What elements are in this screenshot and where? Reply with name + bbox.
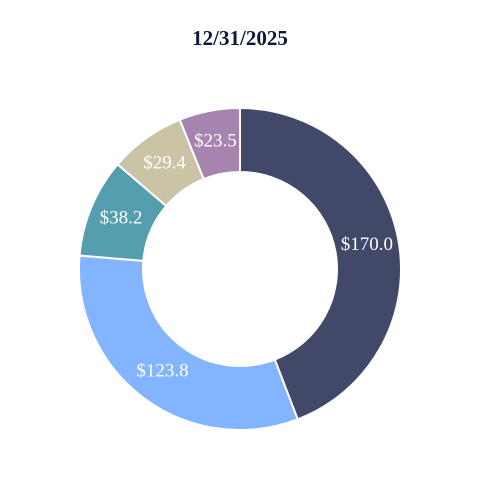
value-label: $38.2 bbox=[100, 208, 143, 229]
value-label: $123.8 bbox=[136, 361, 188, 382]
donut-segment bbox=[178, 106, 241, 181]
value-label: $29.4 bbox=[143, 153, 186, 174]
value-label: $170.0 bbox=[341, 234, 393, 255]
donut-segment bbox=[78, 254, 299, 431]
chart-title: 12/31/2025 bbox=[192, 26, 288, 50]
donut-segment bbox=[239, 106, 402, 421]
value-label: $23.5 bbox=[194, 131, 237, 152]
